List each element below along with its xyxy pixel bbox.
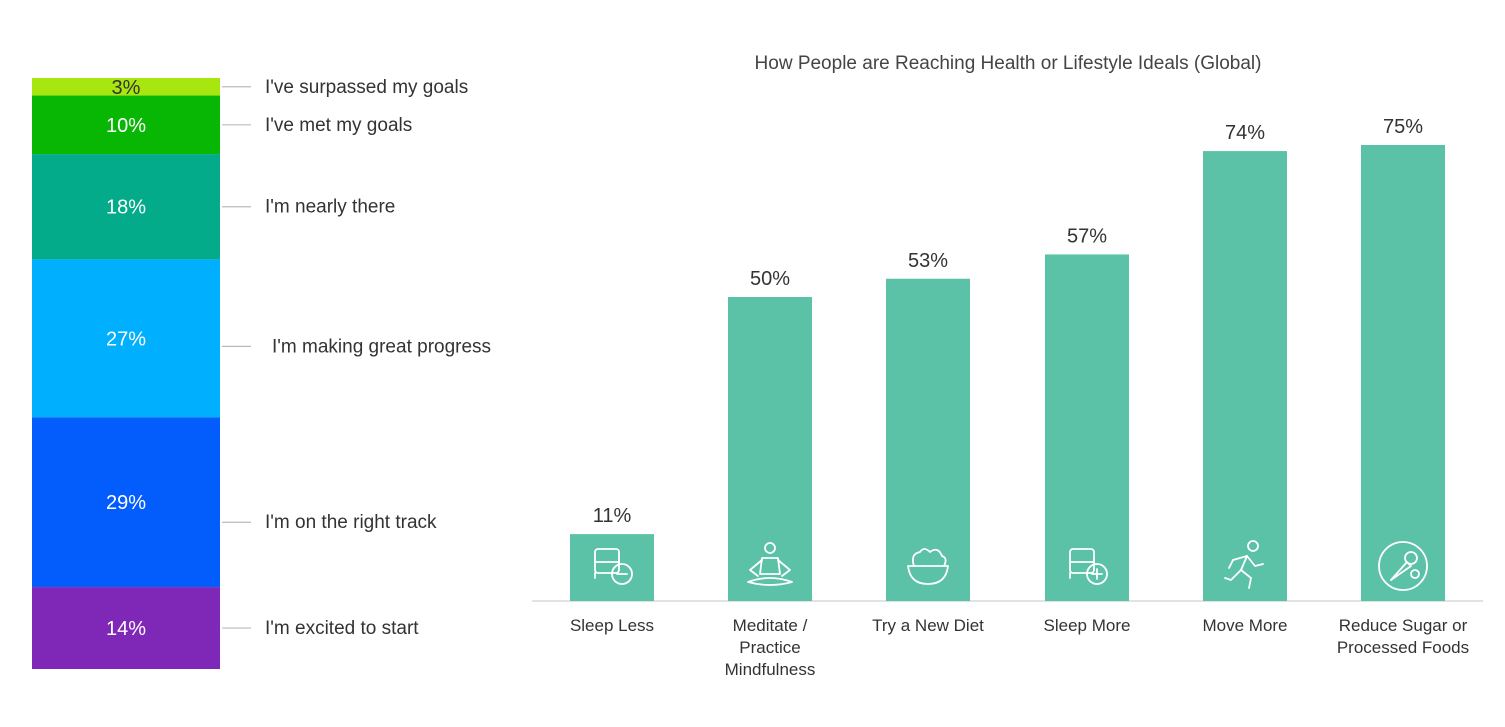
stack-segment xyxy=(32,417,220,588)
segment-value-label: 3% xyxy=(112,77,141,99)
x-tick-label: Reduce Sugar or xyxy=(1339,616,1468,635)
segment-value-label: 14% xyxy=(106,618,146,640)
stack-segment xyxy=(32,78,220,96)
bar-value-label: 50% xyxy=(750,268,790,290)
stack-legend-label: I've met my goals xyxy=(265,115,412,136)
bar xyxy=(1203,151,1287,601)
stack-segment xyxy=(32,587,220,669)
bar xyxy=(886,278,970,601)
bar-value-label: 11% xyxy=(593,505,632,527)
x-tick-label: Practice xyxy=(739,638,800,657)
bar xyxy=(1361,145,1445,601)
bar xyxy=(570,534,654,601)
vegetables-plate-icon xyxy=(1378,541,1428,591)
x-tick-label: Mindfulness xyxy=(725,660,816,679)
sleep-more-icon xyxy=(1069,548,1108,585)
bar-chart: How People are Reaching Health or Lifest… xyxy=(532,53,1483,679)
bar xyxy=(1045,254,1129,601)
bar-value-label: 53% xyxy=(908,250,948,272)
stack-segment xyxy=(32,95,220,155)
bar-value-label: 74% xyxy=(1225,122,1265,144)
running-person-icon xyxy=(1224,540,1264,589)
meditate-icon xyxy=(747,542,793,586)
x-tick-label: Sleep More xyxy=(1044,616,1131,635)
stack-segment xyxy=(32,259,220,418)
x-tick-label: Try a New Diet xyxy=(872,616,984,635)
sleep-less-icon xyxy=(594,548,633,585)
segment-value-label: 18% xyxy=(106,197,146,219)
stack-legend-label: I'm excited to start xyxy=(265,618,419,639)
stack-legend-label: I've surpassed my goals xyxy=(265,77,468,98)
stacked-bar-chart: 3% I've surpassed my goals 10% I've met my … xyxy=(32,77,491,669)
chart-title: How People are Reaching Health or Lifest… xyxy=(755,53,1262,74)
stack-segment xyxy=(32,154,220,260)
segment-value-label: 27% xyxy=(106,328,146,350)
bar xyxy=(728,297,812,601)
bar-value-label: 57% xyxy=(1067,225,1107,247)
x-tick-label: Processed Foods xyxy=(1337,638,1469,657)
stack-legend-label: I'm making great progress xyxy=(272,336,491,357)
x-tick-label: Sleep Less xyxy=(570,616,654,635)
x-tick-label: Meditate / xyxy=(733,616,808,635)
stack-legend-label: I'm nearly there xyxy=(265,197,395,218)
segment-value-label: 10% xyxy=(106,115,146,137)
stack-legend-label: I'm on the right track xyxy=(265,512,437,533)
salad-bowl-icon xyxy=(907,548,949,585)
bar-value-label: 75% xyxy=(1383,116,1423,138)
x-tick-label: Move More xyxy=(1202,616,1287,635)
segment-value-label: 29% xyxy=(106,492,146,514)
